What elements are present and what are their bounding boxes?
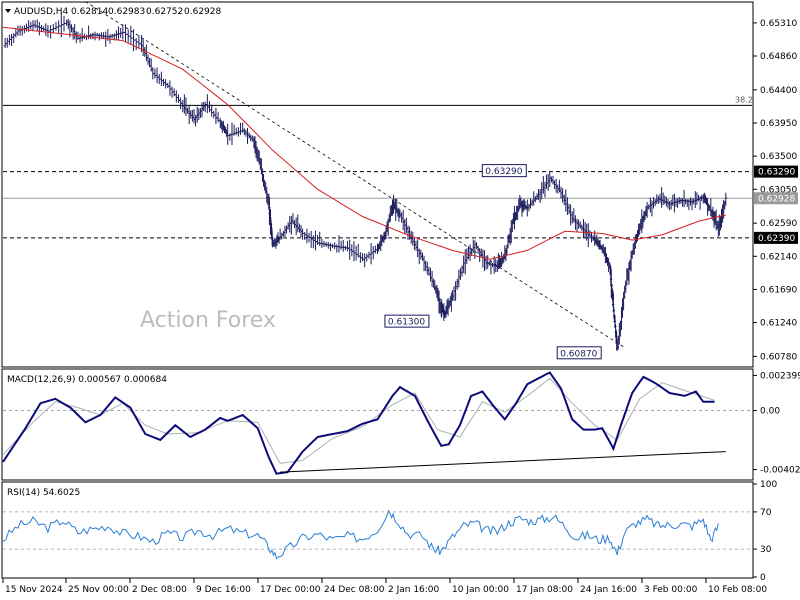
rsi-tick-label: 100 <box>760 480 777 490</box>
price-tick-label: 0.63050 <box>760 185 797 195</box>
price-tick-label: 0.63500 <box>760 152 797 162</box>
price-tick-label: 0.60780 <box>760 352 797 362</box>
price-tick-label: 0.62140 <box>760 252 797 262</box>
rsi-tick-label: 70 <box>760 508 772 518</box>
x-tick-label: 25 Nov 00:00 <box>68 585 129 595</box>
annotation-box-2 <box>556 346 602 360</box>
macd-signal-line <box>2 377 715 464</box>
axis-level-label-1: 0.62928 <box>758 194 795 204</box>
x-tick-label: 10 Jan 00:00 <box>452 585 509 595</box>
annotation-label-2: 0.60870 <box>560 349 597 359</box>
price-tick-label: 0.61690 <box>760 285 797 295</box>
x-tick-label: 2 Dec 08:00 <box>132 585 187 595</box>
macd-tick-label: 0.00 <box>760 407 780 417</box>
x-tick-label: 9 Dec 16:00 <box>196 585 251 595</box>
rsi-tick-label: 0 <box>760 573 766 583</box>
rsi-layer <box>2 509 752 560</box>
axis-level-label-0: 0.63290 <box>758 168 795 178</box>
open-value: 0.62814 <box>71 7 108 17</box>
price-tick-label: 0.62590 <box>760 219 797 229</box>
x-tick-label: 17 Jan 08:00 <box>516 585 573 595</box>
watermark: Action Forex <box>140 308 276 333</box>
x-tick-label: 3 Feb 00:00 <box>644 585 698 595</box>
macd-title: MACD(12,26,9) 0.000567 0.000684 <box>7 375 167 385</box>
price-tick-label: 0.61240 <box>760 319 797 329</box>
price-trendline <box>85 1 625 348</box>
x-tick-label: 15 Nov 2024 <box>5 585 63 595</box>
macd-layer <box>2 371 752 475</box>
symbol-label: AUDUSD,H4 <box>14 7 69 17</box>
annotation-box-0 <box>481 164 527 178</box>
price-tick-label: 0.64400 <box>760 86 797 96</box>
x-tick-label: 24 Dec 08:00 <box>324 585 385 595</box>
annotation-label-1: 0.61300 <box>388 318 425 328</box>
price-layer: 38.2 0.63290 0.61300 0.60870 <box>2 1 753 360</box>
annotation-label-0: 0.63290 <box>485 167 522 177</box>
x-tick-label: 2 Jan 16:00 <box>388 585 440 595</box>
price-tick-label: 0.64860 <box>760 52 797 62</box>
x-tick-label: 24 Jan 16:00 <box>580 585 637 595</box>
moving-average-line <box>2 26 726 260</box>
fib-level-label: 38.2 <box>735 95 753 104</box>
axis-level-box-1 <box>754 192 798 205</box>
axis-level-box-0 <box>754 165 798 178</box>
rsi-panel <box>1 481 754 579</box>
rsi-line <box>2 509 719 560</box>
rsi-tick-label: 30 <box>760 545 772 555</box>
macd-tick-label: 0.002399 <box>760 371 800 381</box>
annotation-box-1 <box>384 314 430 328</box>
close-value: 0.62928 <box>184 7 221 17</box>
macd-trendline <box>280 451 726 473</box>
axis-level-label-2: 0.62390 <box>758 234 795 244</box>
price-tick-label: 0.63950 <box>760 119 797 129</box>
header-triangle-icon <box>5 9 11 13</box>
price-panel <box>1 1 754 368</box>
macd-panel <box>1 368 754 481</box>
high-value: 0.62983 <box>108 7 145 17</box>
axis-level-box-2 <box>754 231 798 244</box>
chart-header: AUDUSD,H4 0.62814 0.62983 0.62752 0.6292… <box>5 7 221 17</box>
rsi-title: RSI(14) 54.6025 <box>7 488 80 498</box>
x-tick-label: 17 Dec 00:00 <box>260 585 321 595</box>
x-tick-label: 10 Feb 08:00 <box>708 585 767 595</box>
low-value: 0.62752 <box>146 7 183 17</box>
axis-layer: 0.65310 0.64860 0.64400 0.63950 0.63500 0.630… <box>2 19 800 595</box>
macd-main-line <box>2 371 715 475</box>
price-tick-label: 0.65310 <box>760 19 797 29</box>
